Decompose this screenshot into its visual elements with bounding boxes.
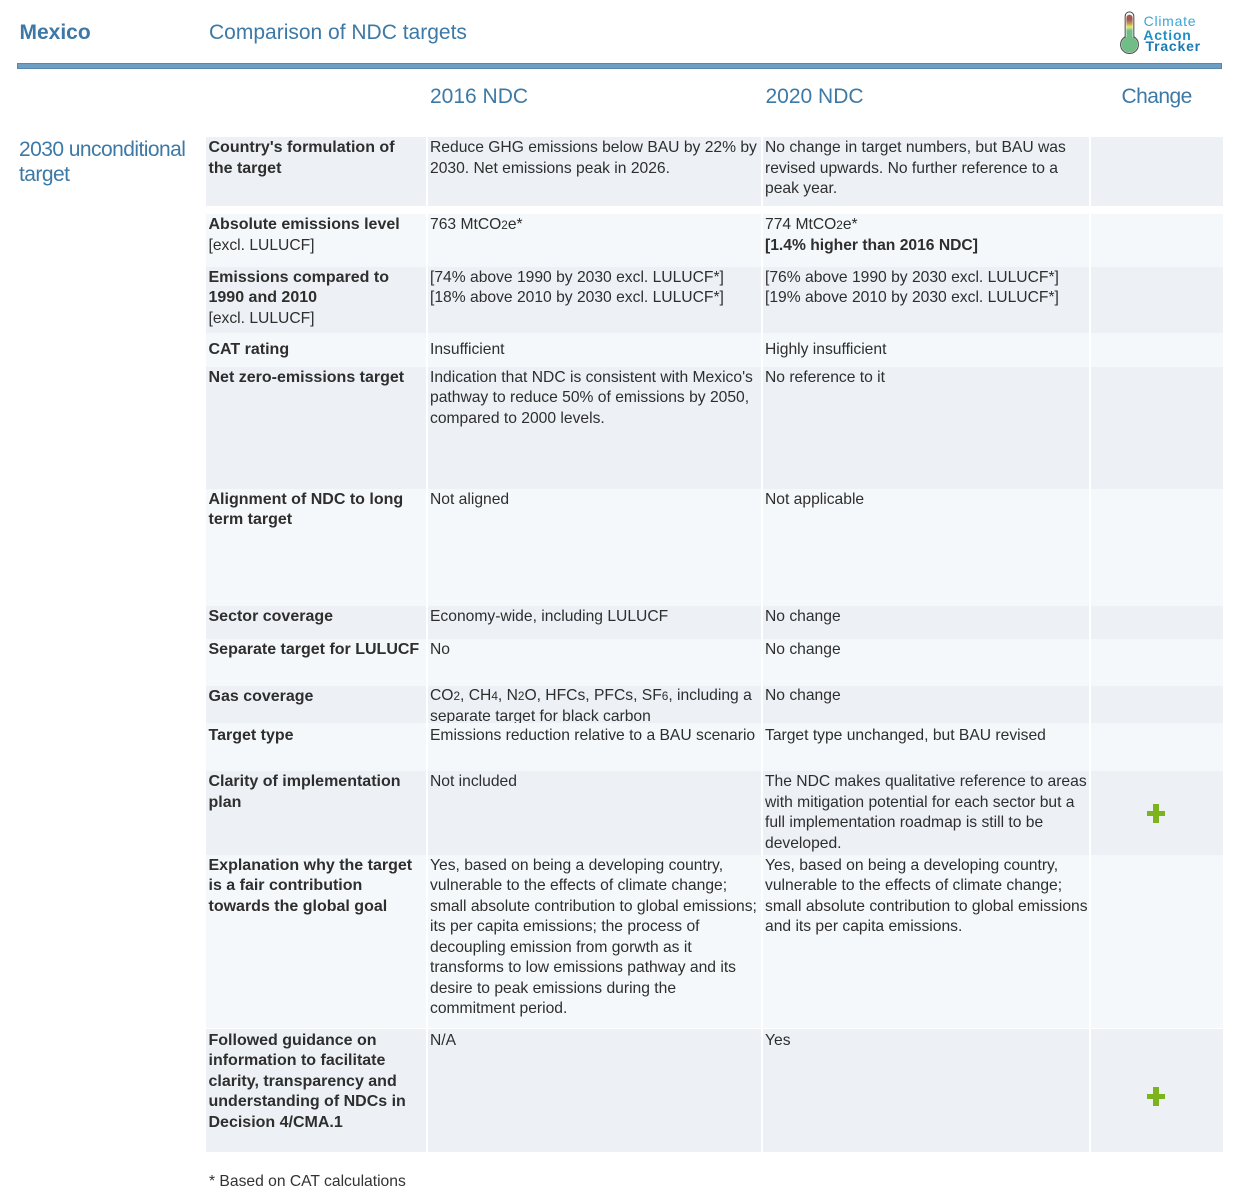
svg-text:Action: Action: [1143, 27, 1191, 43]
svg-text:Climate: Climate: [1144, 13, 1197, 29]
svg-text:Tracker: Tracker: [1146, 38, 1201, 54]
